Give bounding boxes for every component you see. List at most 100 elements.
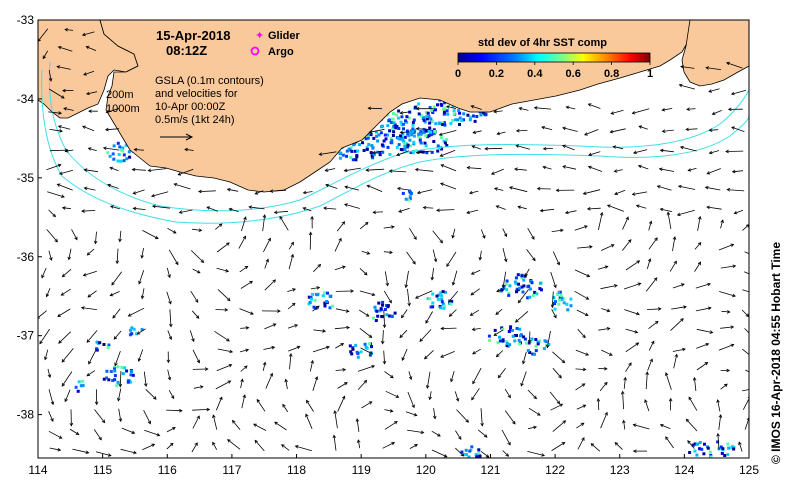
velocity-arrow-head: [503, 258, 508, 263]
velocity-arrow-head: [614, 442, 619, 446]
velocity-arrow-head: [74, 236, 78, 241]
velocity-arrow-head: [493, 332, 498, 336]
sst-pixel: [449, 302, 453, 306]
velocity-arrow: [109, 167, 119, 172]
sst-pixel: [102, 377, 106, 381]
velocity-arrow: [240, 327, 249, 329]
velocity-arrow: [178, 168, 194, 176]
velocity-arrow-head: [343, 168, 348, 173]
velocity-arrow: [452, 228, 456, 239]
sst-pixel: [407, 198, 411, 202]
sst-pixel: [407, 134, 411, 138]
velocity-arrow: [39, 328, 50, 344]
velocity-arrow: [708, 88, 720, 92]
velocity-arrow-head: [75, 431, 80, 436]
velocity-arrow-head: [709, 330, 714, 334]
sst-pixel: [361, 141, 365, 145]
velocity-arrow: [696, 362, 708, 371]
velocity-arrow: [143, 410, 151, 424]
velocity-arrow-head: [344, 185, 349, 189]
velocity-arrow: [48, 389, 54, 405]
sst-pixel: [33, 30, 36, 33]
velocity-arrow: [282, 404, 289, 413]
velocity-arrow: [49, 129, 63, 132]
velocity-arrow-head: [757, 257, 760, 260]
sst-pixel: [401, 191, 405, 195]
velocity-arrow-head: [254, 439, 259, 444]
velocity-arrow-head: [687, 168, 692, 172]
sst-pixel: [388, 153, 392, 156]
velocity-arrow-head: [708, 89, 712, 93]
velocity-arrow: [718, 244, 734, 251]
velocity-arrow-head: [57, 46, 62, 50]
sst-pixel: [443, 304, 446, 308]
velocity-arrow: [61, 288, 71, 296]
velocity-arrow: [132, 169, 146, 171]
velocity-arrow: [255, 190, 264, 195]
velocity-arrow: [439, 130, 457, 136]
velocity-arrow: [440, 351, 455, 358]
velocity-arrow: [472, 367, 482, 384]
velocity-arrow-head: [654, 237, 658, 241]
sst-pixel: [565, 302, 569, 306]
sst-pixel: [396, 136, 400, 140]
velocity-arrow-head: [105, 109, 110, 114]
sst-pixel: [419, 130, 423, 133]
velocity-arrow-head: [60, 292, 65, 296]
sst-pixel: [410, 133, 414, 137]
velocity-arrow: [493, 329, 504, 336]
velocity-arrow-head: [533, 425, 538, 430]
velocity-arrow-head: [439, 153, 444, 157]
velocity-arrow: [686, 108, 696, 110]
velocity-arrow: [192, 228, 202, 231]
sst-pixel: [526, 349, 530, 353]
velocity-arrow-head: [262, 214, 267, 218]
sst-pixel: [377, 133, 381, 137]
sst-pixel: [377, 151, 381, 154]
sst-pixel: [28, 31, 31, 34]
velocity-arrow: [431, 268, 434, 280]
velocity-arrow: [288, 242, 294, 250]
velocity-arrow-head: [167, 274, 171, 279]
velocity-arrow: [334, 238, 342, 252]
velocity-arrow: [540, 208, 554, 212]
velocity-arrow-head: [249, 280, 254, 285]
velocity-arrow-head: [649, 358, 653, 363]
velocity-arrow-head: [399, 111, 404, 115]
velocity-arrow-head: [634, 330, 639, 334]
velocity-arrow: [406, 251, 416, 265]
velocity-arrow-head: [52, 213, 56, 218]
velocity-arrow: [467, 167, 482, 170]
velocity-arrow-head: [753, 357, 756, 360]
velocity-arrow: [623, 283, 641, 290]
velocity-arrow: [256, 399, 266, 412]
velocity-arrow-head: [196, 270, 201, 274]
velocity-arrow: [502, 450, 509, 457]
velocity-arrow-head: [288, 352, 293, 357]
sst-pixel: [376, 314, 380, 318]
velocity-arrow-head: [428, 396, 432, 401]
velocity-arrow-head: [705, 66, 710, 70]
velocity-arrow: [450, 370, 455, 382]
velocity-arrow: [440, 164, 457, 172]
sst-pixel: [498, 335, 501, 339]
velocity-arrow-head: [284, 378, 288, 383]
velocity-arrow: [334, 327, 350, 330]
velocity-arrow-head: [314, 376, 319, 380]
velocity-arrow: [38, 28, 49, 42]
sst-pixel: [116, 159, 120, 163]
sst-pixel: [345, 154, 349, 158]
velocity-arrow-head: [704, 362, 709, 366]
velocity-arrow: [741, 309, 749, 317]
sst-pixel: [403, 145, 407, 148]
lat-tick-label: -34: [17, 92, 35, 106]
velocity-arrow: [469, 190, 479, 194]
sst-pixel: [426, 111, 430, 115]
sst-pixel: [428, 297, 432, 301]
velocity-arrow-head: [668, 397, 673, 402]
sst-pixel: [468, 449, 472, 453]
isobath-200m: [48, 61, 749, 212]
velocity-arrow: [84, 187, 96, 191]
sst-pixel: [418, 136, 422, 140]
velocity-arrow: [137, 328, 146, 335]
